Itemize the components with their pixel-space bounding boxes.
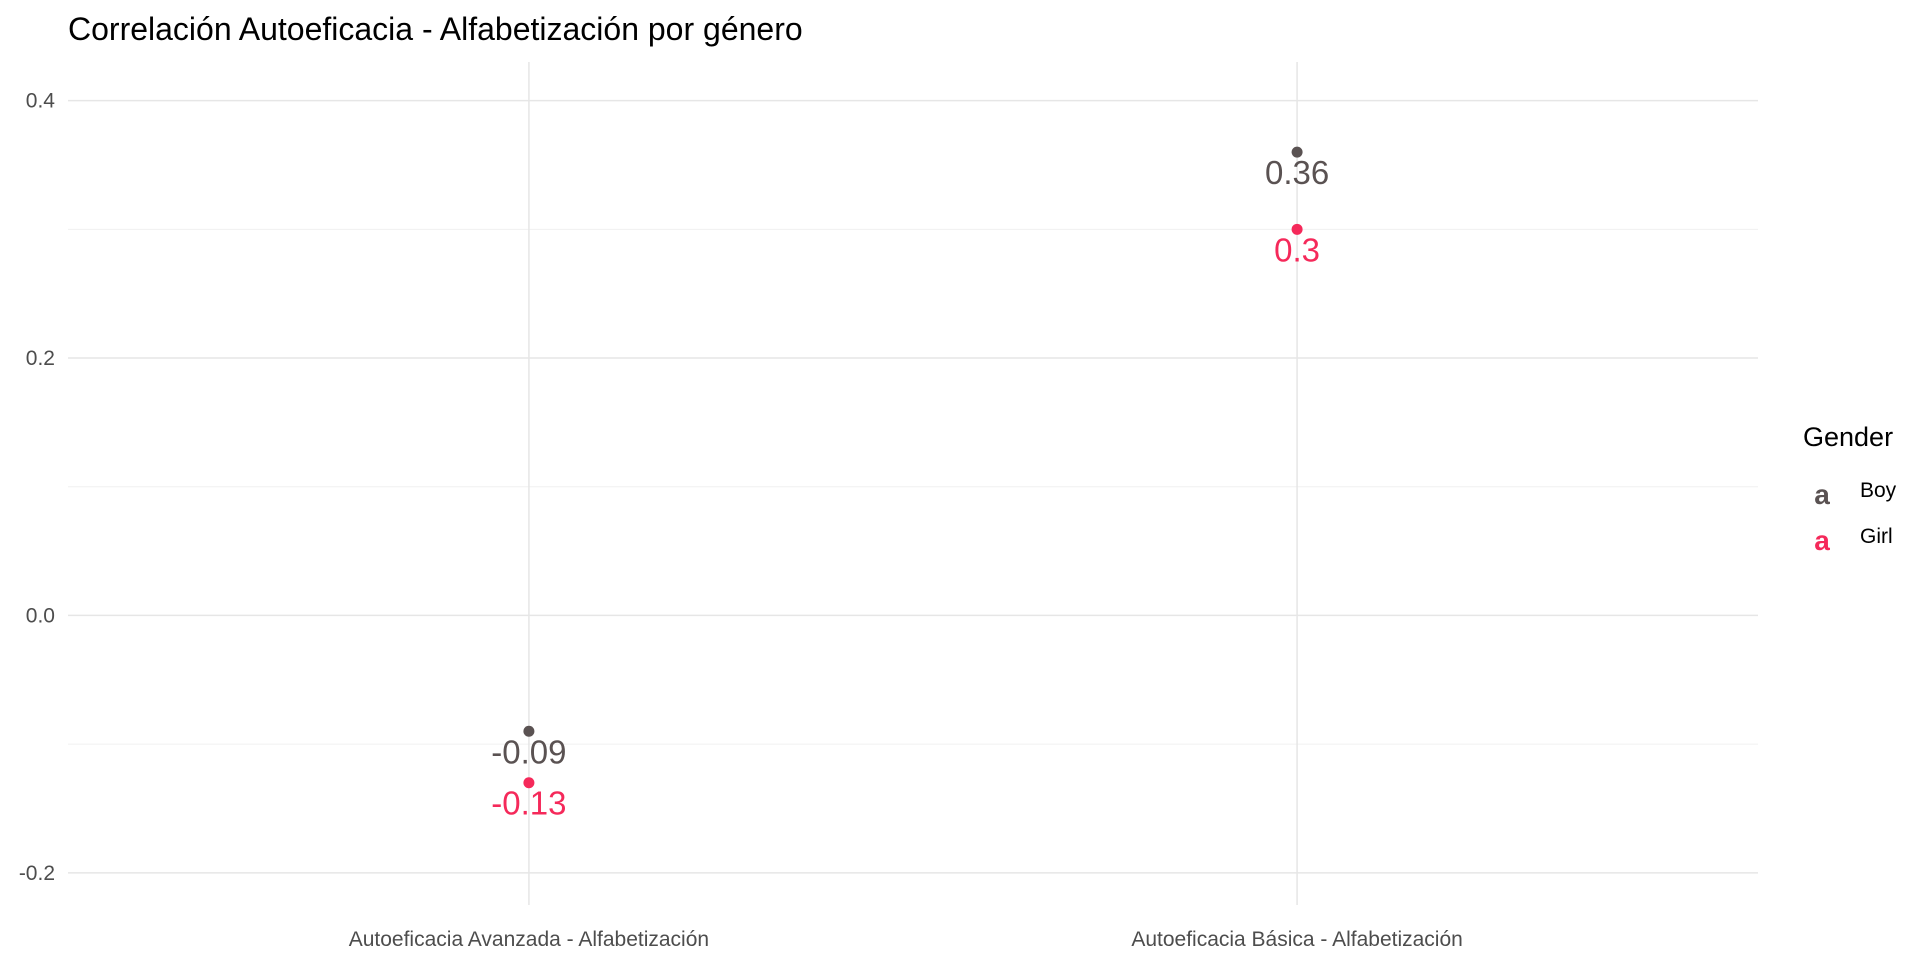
- chart-title: Correlación Autoeficacia - Alfabetizació…: [68, 11, 803, 47]
- legend-label-girl: Girl: [1860, 525, 1893, 548]
- y-tick-label: 0.4: [26, 90, 56, 113]
- x-tick-label: Autoeficacia Básica - Alfabetización: [1131, 928, 1463, 951]
- data-label-girl: 0.3: [1274, 231, 1320, 268]
- data-points: -0.09 0.36 -0.13 0.3: [491, 146, 1329, 822]
- y-tick-label: 0.2: [26, 347, 55, 370]
- point-girl: [1291, 223, 1303, 235]
- data-label-girl: -0.13: [491, 785, 566, 822]
- y-axis: -0.2 0.0 0.2 0.4: [19, 90, 55, 885]
- y-tick-label: -0.2: [19, 862, 55, 885]
- legend-label-boy: Boy: [1860, 479, 1897, 502]
- x-tick-label: Autoeficacia Avanzada - Alfabetización: [349, 928, 709, 951]
- data-label-boy: -0.09: [491, 733, 566, 770]
- x-axis: Autoeficacia Avanzada - Alfabetización Au…: [349, 928, 1463, 951]
- legend-key-boy: a: [1814, 479, 1830, 510]
- grid: [68, 62, 1758, 905]
- point-girl: [523, 777, 535, 789]
- y-tick-label: 0.0: [26, 604, 55, 627]
- legend: Gender a Boy a Girl: [1803, 422, 1897, 556]
- point-boy: [1291, 146, 1303, 158]
- data-label-boy: 0.36: [1265, 154, 1329, 191]
- point-boy: [523, 725, 535, 737]
- legend-key-girl: a: [1814, 525, 1830, 556]
- legend-title: Gender: [1803, 422, 1893, 452]
